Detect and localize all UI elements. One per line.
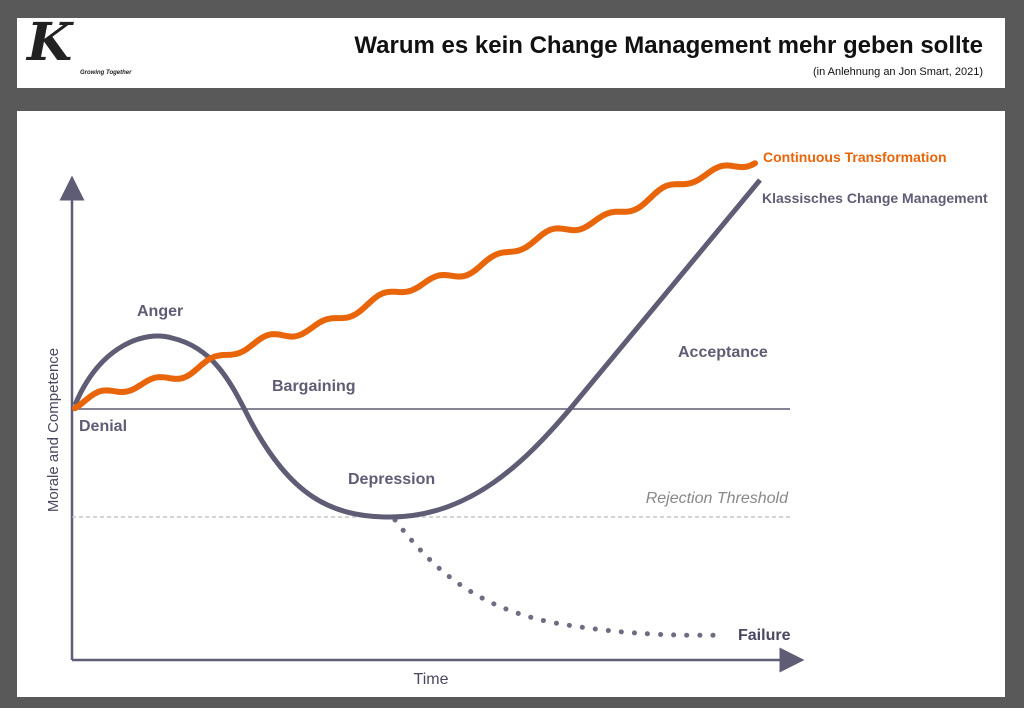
logo: K Growing Together <box>23 12 163 82</box>
x-axis-label: Time <box>414 671 449 688</box>
denial-label: Denial <box>79 418 127 435</box>
failure-dotted-curve <box>392 517 728 638</box>
depression-label: Depression <box>348 471 435 488</box>
classic-change-curve <box>72 178 762 520</box>
bargaining-label: Bargaining <box>272 378 356 395</box>
failure-label: Failure <box>738 627 791 644</box>
page-title: Warum es kein Change Management mehr geb… <box>354 32 983 59</box>
page-subtitle: (in Anlehnung an Jon Smart, 2021) <box>812 66 983 78</box>
anger-label: Anger <box>137 303 183 320</box>
y-axis-label: Morale and Competence <box>45 348 62 512</box>
continuous-transformation-label: Continuous Transformation <box>763 149 947 165</box>
logo-tagline: Growing Together <box>80 70 132 76</box>
diagram-panel <box>17 111 1005 697</box>
acceptance-label: Acceptance <box>678 344 768 361</box>
continuous-transformation-curve <box>72 160 758 412</box>
logo-mark: K <box>27 12 73 73</box>
rejection-threshold-label: Rejection Threshold <box>646 490 789 507</box>
header: K Growing Together Warum es kein Change … <box>17 12 1005 88</box>
classic-change-label: Klassisches Change Management <box>762 190 988 206</box>
